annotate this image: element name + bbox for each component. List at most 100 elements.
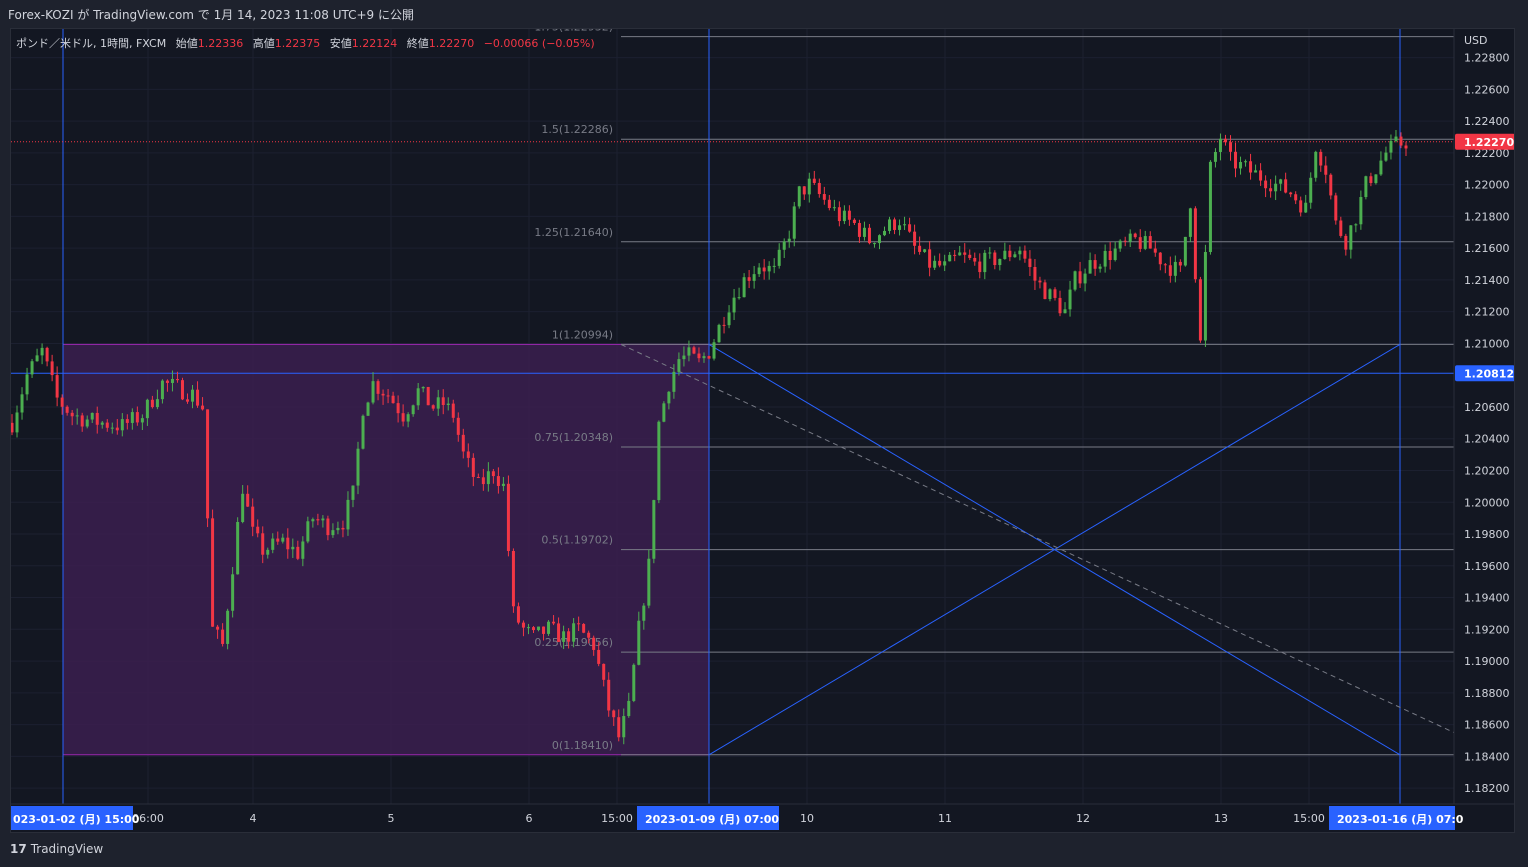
candle <box>787 238 791 242</box>
candle <box>1284 179 1288 193</box>
time-tick-label: 11 <box>938 812 952 825</box>
candle <box>50 361 54 376</box>
candle <box>747 277 751 281</box>
price-tick-label: 1.19800 <box>1464 528 1510 541</box>
candle <box>266 549 270 555</box>
candle <box>918 245 922 252</box>
candle <box>727 312 731 326</box>
candle <box>667 391 671 404</box>
price-tick-label: 1.20200 <box>1464 464 1510 477</box>
candle <box>206 409 210 519</box>
chart-area[interactable]: 1.75(1.22932) 1.5(1.22286) 1.25(1.21640) 1(… <box>10 28 1515 833</box>
candle <box>1254 170 1258 173</box>
candle <box>998 258 1002 266</box>
candle <box>191 389 195 402</box>
candle <box>1359 197 1363 225</box>
price-axis[interactable] <box>1454 29 1515 833</box>
candle <box>1128 233 1132 242</box>
date-range-box[interactable] <box>62 343 710 756</box>
time-tag <box>1329 806 1455 830</box>
candle <box>1153 248 1157 253</box>
candle <box>1038 280 1042 283</box>
candle <box>326 518 330 536</box>
open-label: 始値 <box>175 37 198 50</box>
candle <box>1048 289 1052 300</box>
candle <box>65 406 69 413</box>
candle <box>421 386 425 389</box>
price-tick-label: 1.22000 <box>1464 179 1510 192</box>
trend-line-up[interactable] <box>708 343 1401 756</box>
price-tick-label: 1.18400 <box>1464 750 1510 763</box>
candle <box>1178 261 1182 266</box>
price-tick-label: 1.19000 <box>1464 655 1510 668</box>
time-tag-label: 023-01-02 (月) 15:00 <box>13 813 140 826</box>
candle <box>1013 254 1017 258</box>
footer: 𝟭𝟳 TradingView <box>0 833 1528 867</box>
candle <box>286 537 290 550</box>
tradingview-logo[interactable]: 𝟭𝟳 TradingView <box>10 842 103 856</box>
candle <box>1023 250 1027 259</box>
candle <box>837 207 841 222</box>
candle <box>617 717 621 738</box>
candle <box>461 434 465 452</box>
candle <box>1218 138 1222 152</box>
price-tick-label: 1.18200 <box>1464 782 1510 795</box>
candle <box>1249 161 1253 173</box>
candle <box>155 399 159 408</box>
candle <box>115 427 119 431</box>
price-tick-label: 1.21800 <box>1464 210 1510 223</box>
candle <box>75 415 79 417</box>
candle <box>1374 174 1378 184</box>
candle <box>572 623 576 642</box>
candle <box>511 550 515 607</box>
candle <box>978 261 982 273</box>
candle <box>376 381 380 394</box>
candle <box>40 347 44 356</box>
candle <box>281 537 285 542</box>
price-tick-label: 1.21200 <box>1464 306 1510 319</box>
candlestick-chart[interactable]: 1.75(1.22932) 1.5(1.22286) 1.25(1.21640) 1(… <box>11 29 1515 833</box>
candle <box>1093 260 1097 269</box>
candle <box>642 605 646 621</box>
candle <box>1078 271 1082 284</box>
trend-line-dashed[interactable] <box>620 343 1455 733</box>
candle <box>441 397 445 405</box>
candle <box>557 623 561 642</box>
candle <box>577 623 581 625</box>
high-value: 1.22375 <box>274 37 321 50</box>
candle <box>938 260 942 266</box>
candle <box>562 631 566 642</box>
candle <box>211 518 215 627</box>
candle <box>30 361 34 375</box>
candle <box>888 219 892 231</box>
price-tick-label: 1.21600 <box>1464 242 1510 255</box>
candle <box>316 519 320 521</box>
candle <box>196 389 200 406</box>
candle <box>446 403 450 405</box>
candle <box>501 483 505 486</box>
candle <box>1123 240 1127 242</box>
candle <box>552 621 556 624</box>
candle <box>160 380 164 400</box>
candle <box>45 347 49 362</box>
candle <box>1294 194 1298 201</box>
candle <box>1118 240 1122 249</box>
candle <box>346 499 350 530</box>
candle <box>175 378 179 381</box>
candle <box>1193 208 1197 280</box>
currency-label: USD <box>1464 34 1488 47</box>
candle <box>963 252 967 255</box>
candle <box>988 252 992 254</box>
candle <box>1133 233 1137 238</box>
candle <box>20 394 24 413</box>
candle <box>236 522 240 575</box>
candle <box>993 252 997 266</box>
candle <box>311 519 315 522</box>
candle <box>1168 265 1172 276</box>
candle <box>1073 271 1077 290</box>
time-tick-label: 06:00 <box>132 812 164 825</box>
time-tick-label: 13 <box>1214 812 1228 825</box>
candle <box>11 422 14 433</box>
candle <box>672 371 676 392</box>
symbol-name[interactable]: ポンド／米ドル, 1時間, FXCM <box>16 37 167 50</box>
